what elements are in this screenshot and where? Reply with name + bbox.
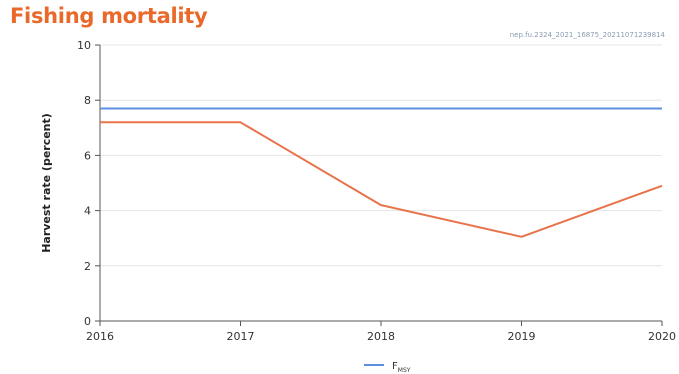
x-tick-label: 2018 — [367, 330, 395, 343]
y-tick-label: 2 — [84, 260, 91, 273]
series-lines — [100, 107, 663, 238]
y-tick-label: 10 — [77, 39, 91, 52]
x-tick-label: 2020 — [648, 330, 676, 343]
chart-code: nep.fu.2324_2021_16875_20211071239814 — [509, 31, 665, 39]
series-line-harvest-rate — [100, 121, 663, 238]
legend-label-fmsy: FMSY — [392, 361, 411, 374]
y-tick-label: 8 — [84, 94, 91, 107]
legend: FMSY — [364, 361, 411, 374]
x-tick-label: 2019 — [508, 330, 536, 343]
y-tick-label: 6 — [84, 149, 91, 162]
axes — [95, 44, 663, 326]
chart-title: Fishing mortality — [10, 4, 208, 28]
grid-lines — [100, 44, 662, 267]
x-tick-labels: 2016 2017 2018 2019 2020 — [86, 330, 676, 343]
x-tick-label: 2017 — [227, 330, 255, 343]
y-tick-label: 0 — [84, 315, 91, 328]
y-tick-labels: 0 2 4 6 8 10 — [77, 39, 91, 328]
y-tick-label: 4 — [84, 205, 91, 218]
y-axis-label: Harvest rate (percent) — [40, 113, 53, 253]
x-tick-label: 2016 — [86, 330, 114, 343]
